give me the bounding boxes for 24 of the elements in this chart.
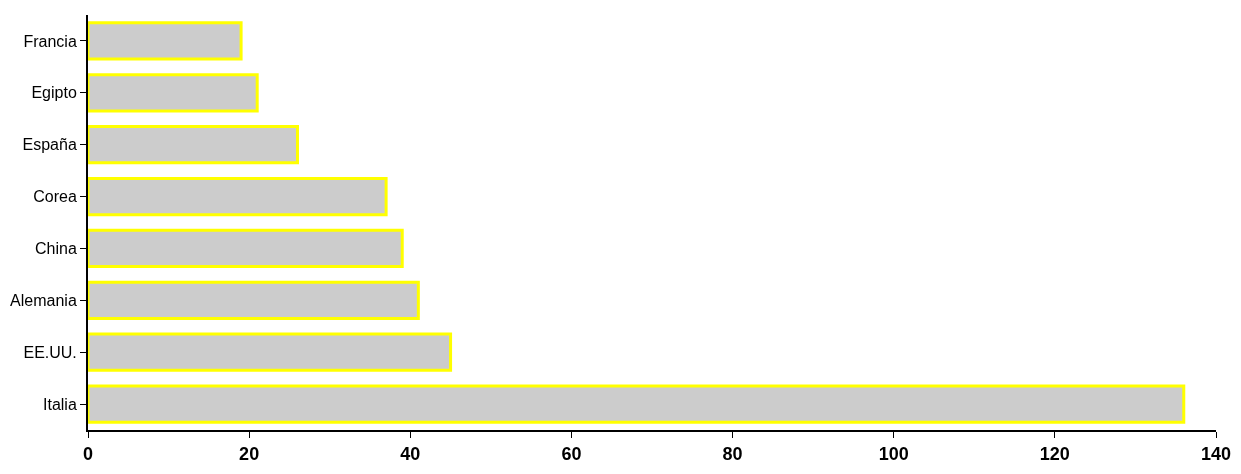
x-tick-label: 100: [878, 443, 909, 464]
y-tick-label: Alemania: [10, 291, 77, 309]
x-tick-label: 80: [722, 443, 743, 464]
y-tick-label: Francia: [23, 32, 77, 50]
bar: [88, 228, 404, 269]
x-tick-label: 120: [1039, 443, 1070, 464]
bar: [88, 21, 243, 61]
x-tick-label: 40: [400, 443, 421, 464]
y-tick-label: Italia: [43, 395, 77, 413]
x-tick-label: 0: [82, 443, 94, 464]
bar: [88, 125, 299, 165]
y-tick-label: España: [22, 136, 77, 154]
y-tick-label: China: [34, 240, 77, 258]
x-tick-label: 140: [1200, 443, 1232, 464]
x-tick-label: 20: [239, 443, 260, 464]
y-tick-label: EE.UU.: [23, 343, 77, 361]
y-tick-label: Corea: [33, 188, 77, 206]
bar: [88, 280, 420, 320]
bar: [88, 332, 453, 372]
bar: [88, 384, 1186, 424]
y-tick-label: Egipto: [31, 84, 77, 102]
bar: [88, 176, 388, 217]
x-tick-label: 60: [561, 443, 582, 464]
bar: [88, 73, 259, 113]
